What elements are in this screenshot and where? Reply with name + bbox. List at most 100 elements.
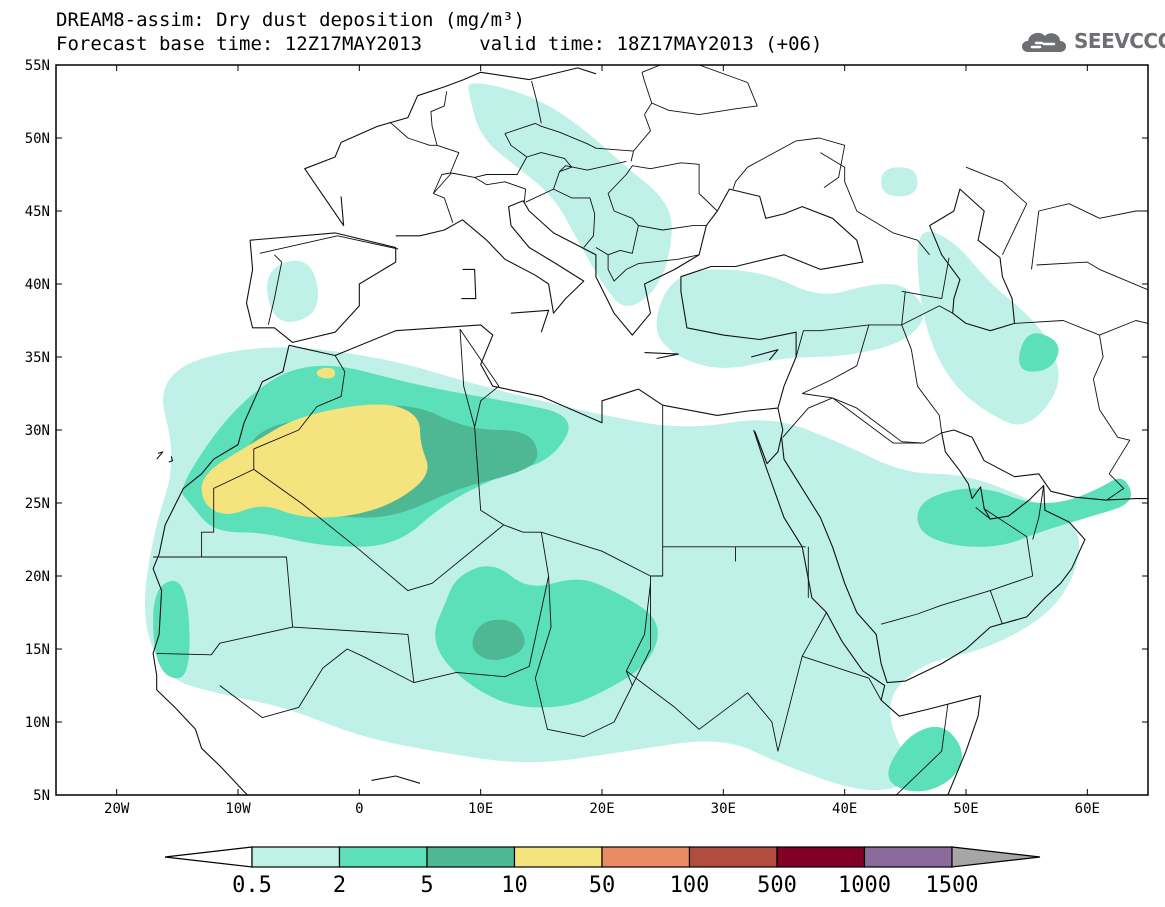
lon-tick-label: 0: [355, 801, 363, 817]
country-border: [459, 328, 504, 526]
colorbar-segment: [601, 846, 691, 868]
country-border: [534, 575, 651, 738]
lon-tick-label: 20E: [589, 801, 614, 817]
country-border: [504, 133, 528, 158]
colorbar-level-label: 1000: [838, 873, 891, 898]
colorbar-level-label: 50: [589, 873, 616, 898]
lon-tick-label: 10W: [225, 801, 251, 817]
colorbar-segment: [776, 846, 866, 868]
coastline: [754, 407, 784, 465]
dust-region-2-5: [1019, 333, 1059, 372]
lat-tick-label: 50N: [25, 131, 50, 147]
colorbar-segment: [513, 846, 603, 868]
coastline: [644, 352, 679, 360]
lat-tick-label: 25N: [25, 496, 50, 512]
country-border: [531, 80, 542, 124]
country-border: [965, 166, 1028, 255]
colorbar-over-arrow: [951, 846, 1041, 868]
colorbar-segment: [338, 846, 428, 868]
cloud-icon: [1022, 32, 1066, 52]
coastline: [461, 268, 477, 300]
lat-tick-label: 30N: [25, 423, 50, 439]
country-border: [901, 257, 950, 300]
map-title: DREAM8-assim: Dry dust deposition (mg/m³…: [56, 9, 525, 31]
lon-tick-label: 10E: [468, 801, 493, 817]
colorbar-level-label: 500: [757, 873, 797, 898]
colorbar-level-label: 5: [420, 873, 433, 898]
country-border: [504, 122, 634, 152]
country-border: [474, 152, 573, 178]
country-border: [989, 590, 1003, 625]
colorbar-level-label: 2: [333, 873, 346, 898]
longitude-axis: 20W 10W 0 10E 20E 30E 40E 50E 60E: [104, 65, 1100, 817]
seevccc-logo: SEEVCCC: [1018, 26, 1165, 56]
country-border: [626, 612, 827, 752]
colorbar-level-label: 1500: [926, 873, 979, 898]
lat-tick-label: 5N: [33, 788, 50, 804]
colorbar-level-label: 100: [670, 873, 710, 898]
colorbar-under-arrow: [164, 846, 253, 868]
colorbar-segment: [426, 846, 516, 868]
country-border: [1031, 203, 1148, 270]
country-border: [820, 152, 930, 256]
coastline: [152, 345, 290, 795]
country-border: [782, 397, 833, 438]
coastline: [168, 456, 174, 463]
lon-tick-label: 50E: [953, 801, 978, 817]
lon-tick-label: 30E: [711, 801, 736, 817]
country-border: [432, 172, 527, 203]
country-border: [607, 254, 627, 282]
country-border: [389, 121, 460, 194]
coastline: [304, 67, 597, 227]
country-border: [631, 583, 651, 686]
country-border: [259, 235, 338, 254]
country-border: [219, 626, 415, 719]
coastlines-and-borders: [152, 65, 1148, 795]
dust-region-2-5: [435, 566, 658, 708]
country-border: [975, 507, 991, 520]
country-border: [337, 235, 399, 250]
dust-deposition-field: [144, 83, 1132, 792]
dust-region-10-50: [316, 367, 336, 379]
country-border: [267, 254, 283, 326]
country-border: [607, 162, 718, 231]
country-border: [626, 254, 700, 270]
colorbar-level-label: 0.5: [232, 873, 272, 898]
coastline: [156, 451, 164, 460]
dust-region-10-50: [201, 404, 428, 518]
coastline: [245, 232, 397, 343]
coastline: [753, 429, 982, 795]
lat-tick-label: 10N: [25, 715, 50, 731]
forecast-times: Forecast base time: 12Z17MAY2013 valid t…: [56, 33, 823, 55]
dust-region-2-5: [888, 726, 962, 792]
latitude-axis: 55N 50N 45N 40N 35N 30N 25N 20N 15N 10N 5N: [25, 58, 1148, 804]
country-border: [433, 193, 454, 223]
lat-tick-label: 45N: [25, 204, 50, 220]
country-border: [795, 291, 906, 358]
dust-region-0.5-2: [267, 260, 319, 322]
lat-tick-label: 20N: [25, 569, 50, 585]
lat-tick-label: 35N: [25, 350, 50, 366]
colorbar-segment: [688, 846, 778, 868]
country-border: [156, 556, 294, 656]
dust-region-5-10: [472, 619, 525, 660]
logo-text: SEEVCCC: [1074, 29, 1165, 53]
coastline: [781, 429, 1148, 684]
coastline: [751, 349, 779, 361]
colorbar-level-label: 10: [501, 873, 528, 898]
country-border: [802, 655, 882, 701]
colorbar-segment: [251, 846, 341, 868]
colorbar-legend: 0.5 2 5 10 50 100 500 1000 1500: [164, 846, 1041, 898]
country-border: [832, 397, 924, 444]
country-border: [901, 305, 953, 326]
lat-tick-label: 55N: [25, 58, 50, 74]
lon-tick-label: 40E: [832, 801, 857, 817]
country-border: [732, 137, 846, 190]
coastline: [510, 309, 550, 333]
lat-tick-label: 40N: [25, 277, 50, 293]
coastline: [371, 775, 421, 784]
country-border: [595, 225, 639, 256]
dust-region-0.5-2: [881, 167, 918, 197]
country-border: [413, 532, 550, 684]
country-border: [1099, 320, 1148, 336]
